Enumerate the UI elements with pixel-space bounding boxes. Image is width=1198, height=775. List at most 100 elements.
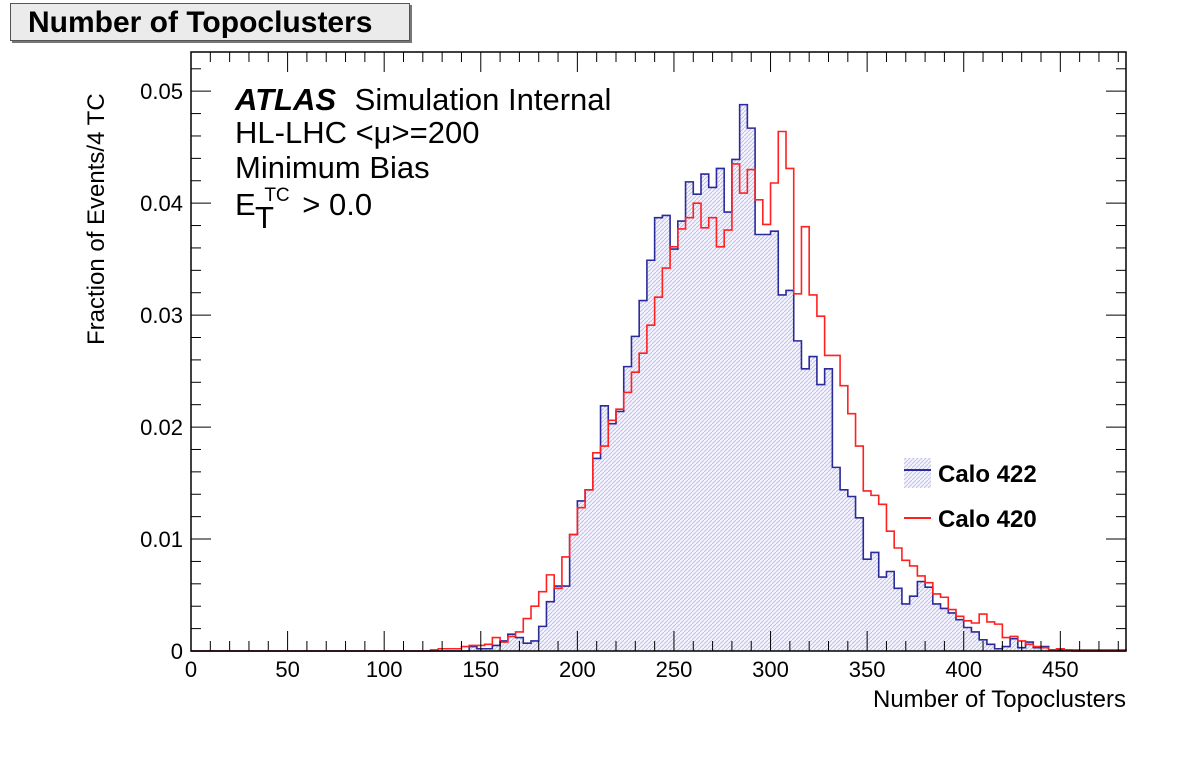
bar-calo-422 — [886, 571, 895, 651]
bar-calo-422 — [963, 627, 972, 651]
bar-calo-422 — [994, 648, 1003, 651]
bar-calo-422 — [855, 517, 864, 651]
tick-labels: 0 50 100 150 200 250 300 350 400 450 0 0.01 0.02 0.03… — [140, 79, 1079, 682]
legend: Calo 422 Calo 420 — [904, 458, 1037, 533]
bar-calo-422 — [894, 588, 903, 651]
y-tick-label: 0.02 — [140, 415, 183, 440]
bar-calo-422 — [623, 366, 632, 651]
bar-calo-422 — [646, 260, 655, 651]
bar-calo-422 — [971, 631, 980, 651]
x-tick-label: 350 — [849, 657, 886, 682]
bar-calo-422 — [670, 249, 679, 651]
bar-calo-422 — [832, 467, 841, 651]
bar-calo-422 — [778, 294, 787, 651]
bar-calo-422 — [755, 234, 764, 651]
bar-calo-422 — [824, 368, 833, 651]
bar-calo-422 — [469, 646, 478, 651]
bar-calo-422 — [909, 596, 918, 651]
chart-title: Number of Topoclusters — [28, 6, 373, 39]
bar-calo-422 — [708, 187, 717, 651]
sample-label: Minimum Bias — [235, 150, 430, 185]
bar-calo-422 — [600, 405, 609, 651]
y-tick-label: 0.01 — [140, 527, 183, 552]
annotation-block: ATLAS Simulation Internal HL-LHC <μ>=200… — [234, 82, 611, 235]
x-tick-label: 450 — [1042, 657, 1079, 682]
y-tick-label: 0.05 — [140, 79, 183, 104]
histogram-layer — [191, 103, 1127, 652]
bar-calo-422 — [662, 215, 671, 651]
bar-calo-422 — [925, 587, 934, 651]
bar-calo-422 — [809, 356, 818, 651]
bar-calo-422 — [901, 603, 910, 651]
simulation-status: Simulation Internal — [355, 82, 612, 117]
y-tick-label: 0.04 — [140, 191, 183, 216]
bar-calo-422 — [793, 340, 802, 651]
bar-calo-422 — [1010, 638, 1019, 651]
bar-calo-422 — [731, 159, 740, 651]
legend-label-calo-422: Calo 422 — [938, 461, 1037, 488]
bar-calo-422 — [616, 411, 625, 651]
bar-calo-422 — [940, 608, 949, 651]
cut-superscript: TC — [264, 185, 289, 206]
x-tick-label: 50 — [275, 657, 299, 682]
y-tick-label: 0.03 — [140, 303, 183, 328]
bar-calo-422 — [786, 290, 795, 651]
bar-calo-422 — [1025, 642, 1034, 651]
bar-calo-422 — [592, 458, 601, 651]
bar-calo-422 — [654, 217, 663, 652]
legend-swatch-calo-422 — [904, 458, 931, 488]
bar-calo-422 — [585, 489, 594, 651]
bar-calo-422 — [507, 634, 516, 651]
bar-calo-422 — [538, 626, 547, 651]
x-tick-label: 100 — [366, 657, 403, 682]
bar-calo-422 — [577, 500, 586, 651]
bar-calo-422 — [816, 384, 825, 651]
bar-calo-422 — [863, 559, 872, 651]
cut-symbol: E — [235, 187, 256, 222]
cut-subscript: T — [255, 200, 274, 235]
atlas-label: ATLAS — [234, 82, 336, 117]
y-axis-title: Fraction of Events/4 TC — [83, 93, 110, 345]
bar-calo-422 — [878, 577, 887, 651]
bar-calo-422 — [1033, 647, 1042, 651]
bar-calo-422 — [770, 231, 779, 651]
bar-calo-422 — [531, 640, 540, 651]
bar-calo-422 — [986, 644, 995, 651]
x-tick-label: 250 — [656, 657, 693, 682]
bar-calo-422 — [685, 181, 694, 651]
conditions-label: HL-LHC <μ>=200 — [235, 115, 479, 150]
bar-calo-422 — [871, 552, 880, 651]
atlas-label-line: ATLAS Simulation Internal — [234, 82, 611, 117]
bar-calo-422 — [762, 234, 771, 651]
bar-calo-422 — [561, 586, 570, 651]
bar-calo-422 — [716, 168, 725, 652]
bar-calo-422 — [693, 194, 702, 652]
bar-calo-422 — [747, 128, 756, 651]
bar-calo-422 — [801, 368, 810, 651]
bar-calo-422 — [956, 619, 965, 651]
bar-calo-422 — [840, 489, 849, 651]
legend-label-calo-420: Calo 420 — [938, 506, 1037, 533]
bar-calo-422 — [1002, 646, 1011, 651]
plot-frame — [190, 51, 1127, 652]
outline-calo-420 — [191, 130, 1127, 652]
y-tick-label: 0 — [171, 639, 183, 664]
x-tick-label: 150 — [462, 657, 499, 682]
chart-title-box: Number of Topoclusters — [10, 3, 410, 41]
bar-calo-422 — [608, 423, 617, 651]
x-tick-label: 200 — [559, 657, 596, 682]
x-axis-title: Number of Topoclusters — [873, 686, 1126, 713]
bar-calo-422 — [546, 601, 555, 651]
x-tick-label: 400 — [945, 657, 982, 682]
bar-calo-422 — [569, 534, 578, 651]
bar-calo-422 — [847, 496, 856, 651]
x-tick-label: 300 — [752, 657, 789, 682]
bar-calo-422 — [500, 640, 509, 651]
bar-calo-422 — [639, 300, 648, 651]
x-tick-label: 0 — [185, 657, 197, 682]
bar-calo-422 — [677, 221, 686, 652]
bar-calo-422 — [948, 612, 957, 651]
bar-calo-422 — [932, 603, 941, 651]
cut-value: > 0.0 — [302, 187, 372, 222]
